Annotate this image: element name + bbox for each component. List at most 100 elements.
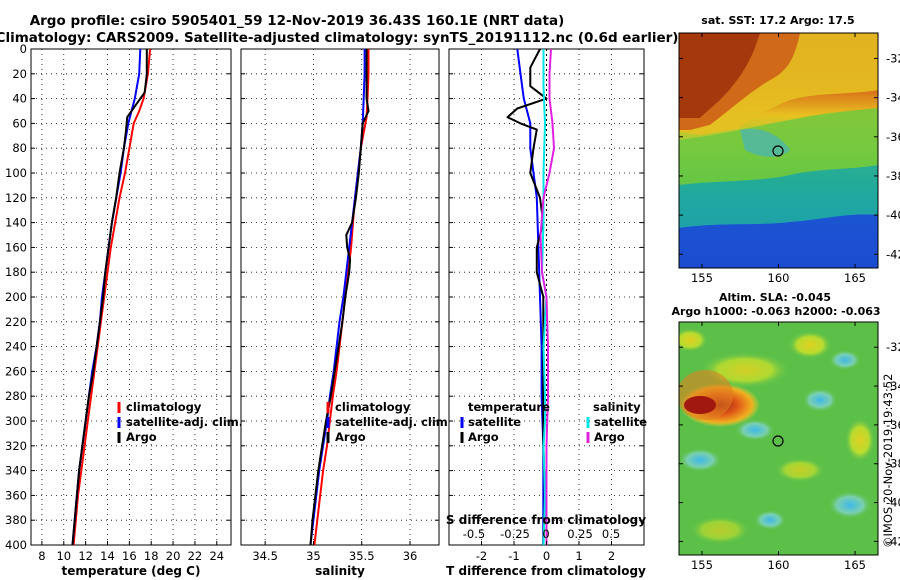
x-tick-label: -1	[508, 549, 519, 563]
depth-tick-label: 40	[12, 92, 27, 106]
depth-tick-label: 0	[20, 42, 27, 56]
map-x-tick-label: 160	[768, 271, 790, 285]
sst-profile-marker	[772, 145, 784, 157]
map-y-tick-label: -34	[886, 91, 900, 105]
map-x-tick-label: 155	[691, 558, 713, 572]
map-y-tick-label: -36	[886, 130, 900, 144]
series-line-climatology	[72, 49, 152, 545]
x-tick-label: 36	[403, 549, 418, 563]
depth-tick-label: 280	[5, 389, 27, 403]
x-tick-label: -2	[476, 549, 487, 563]
depth-tick-label: 100	[5, 166, 27, 180]
depth-tick-label: 160	[5, 240, 27, 254]
salinity-series	[309, 49, 370, 545]
depth-axis-labels: 0 20 40 60 80 100 120 140 160 180 200 220 240 260 280 3…	[5, 42, 27, 552]
s-tick-label: 0.25	[567, 527, 593, 541]
salinity-axes-frame	[240, 48, 440, 546]
map-y-tick-label: -40	[886, 208, 900, 222]
difference-ticks: -2 -1 0 1 2	[449, 48, 644, 563]
figure-title-line1: Argo profile: csiro 5905401_59 12-Nov-20…	[30, 13, 565, 29]
x-tick-label: 10	[56, 549, 71, 563]
legend-t-satellite-label: satellite	[468, 415, 521, 429]
x-tick-label: 34.5	[252, 549, 278, 563]
depth-tick-label: 240	[5, 340, 27, 354]
map-x-tick-label: 155	[691, 271, 713, 285]
legend-climatology-label: climatology	[126, 400, 202, 414]
difference-series	[506, 49, 555, 545]
sst-map-title: sat. SST: 17.2 Argo: 17.5	[701, 14, 854, 27]
map-y-tick-label: -42	[886, 534, 900, 548]
difference-panel: -2 -1 0 1 2 T difference from climatology S …	[446, 48, 647, 578]
legend-salinity-heading: salinity	[593, 400, 641, 414]
salinity-panel: 34.5 35 35.5 36 salinity climatology satell…	[240, 48, 452, 578]
depth-tick-label: 380	[5, 513, 27, 527]
s-tick-label: -0.5	[463, 527, 485, 541]
s-difference-xlabel: S difference from climatology	[446, 513, 646, 527]
x-tick-label: 2	[608, 549, 615, 563]
x-tick-label: 20	[166, 549, 181, 563]
map-y-tick-label: -36	[886, 418, 900, 432]
sst-map: sat. SST: 17.2 Argo: 17.5 155 160 165 -32 -3…	[678, 14, 900, 285]
map-y-tick-label: -32	[886, 51, 900, 65]
depth-tick-label: 60	[12, 116, 27, 130]
depth-tick-label: 140	[5, 216, 27, 230]
map-x-tick-label: 160	[768, 558, 790, 572]
x-tick-label: 24	[209, 549, 224, 563]
salinity-xlabel: salinity	[315, 564, 365, 578]
sst-map-image	[679, 33, 878, 268]
temperature-xlabel: temperature (deg C)	[62, 564, 201, 578]
depth-tick-label: 360	[5, 488, 27, 502]
s-difference-ticks: -0.5 -0.25 0 0.25 0.5	[463, 527, 620, 541]
depth-tick-label: 400	[5, 538, 27, 552]
sla-map-title2: Argo h1000: -0.063 h2000: -0.063	[671, 305, 880, 318]
depth-tick-label: 180	[5, 265, 27, 279]
temperature-ticks: 8 10 12 14 16 18 20 22 24	[31, 48, 231, 563]
series-line-s-argo	[539, 49, 555, 545]
legend-t-argo-label: Argo	[468, 430, 499, 444]
depth-tick-label: 340	[5, 464, 27, 478]
x-tick-label: 0	[543, 549, 550, 563]
depth-tick-label: 200	[5, 290, 27, 304]
map-y-tick-label: -42	[886, 247, 900, 261]
depth-tick-label: 300	[5, 414, 27, 428]
legend-s-argo-label: Argo	[594, 430, 625, 444]
series-line-t-argo	[506, 49, 548, 545]
depth-tick-label: 80	[12, 141, 27, 155]
legend-argo-label: Argo	[126, 430, 157, 444]
salinity-ticks: 34.5 35 35.5 36	[241, 48, 439, 563]
legend-satellite-label: satellite-adj. clim.	[126, 415, 243, 429]
legend-argo-label: Argo	[335, 430, 366, 444]
sla-map-title1: Altim. SLA: -0.045	[719, 291, 831, 304]
depth-tick-label: 220	[5, 315, 27, 329]
sst-map-ticks: 155 160 165 -32 -34 -36 -38 -40 -42	[679, 33, 900, 285]
map-y-tick-label: -38	[886, 457, 900, 471]
sla-profile-marker	[772, 435, 784, 447]
depth-tick-label: 20	[12, 67, 27, 81]
x-tick-label: 12	[78, 549, 93, 563]
x-tick-label: 14	[100, 549, 115, 563]
t-difference-xlabel: T difference from climatology	[446, 564, 646, 578]
temperature-gridlines	[31, 49, 231, 545]
x-tick-label: 35	[306, 549, 321, 563]
s-tick-label: 0	[542, 527, 549, 541]
sla-map-ticks: 155 160 165 -32 -34 -36 -38 -40 -42	[679, 322, 900, 572]
difference-legend: temperature satellite Argo salinity sate…	[460, 400, 647, 444]
map-y-tick-label: -38	[886, 169, 900, 183]
x-tick-label: 35.5	[349, 549, 375, 563]
x-tick-label: 18	[144, 549, 159, 563]
legend-satellite-label: satellite-adj. clim.	[335, 415, 452, 429]
imos-timestamp: ©IMOS 20-Nov-2019 19:43:52	[881, 374, 895, 548]
x-tick-label: 16	[122, 549, 137, 563]
temperature-legend: climatology satellite-adj. clim. Argo	[117, 400, 243, 444]
series-line-argo	[71, 49, 148, 545]
map-x-tick-label: 165	[844, 558, 866, 572]
x-tick-label: 22	[188, 549, 203, 563]
salinity-legend: climatology satellite-adj. clim. Argo	[326, 400, 452, 444]
legend-s-satellite-label: satellite	[594, 415, 647, 429]
figure-title-line2: Climatology: CARS2009. Satellite-adjuste…	[0, 30, 678, 46]
s-tick-label: 0.5	[602, 527, 620, 541]
s-tick-label: -0.25	[500, 527, 530, 541]
map-x-tick-label: 165	[844, 271, 866, 285]
depth-tick-label: 320	[5, 439, 27, 453]
